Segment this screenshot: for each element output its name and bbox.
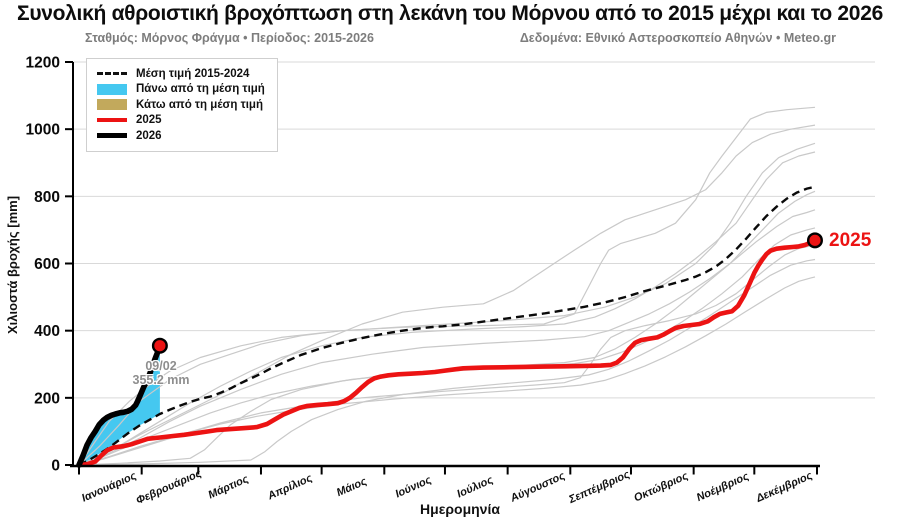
series-2025-end-label: 2025 (829, 230, 872, 251)
legend-item-below-mean: Κάτω από τη μέση τιμή (97, 97, 265, 113)
legend-item-mean: Μέση τιμή 2015-2024 (97, 66, 265, 82)
x-tick-label: Ιούλιος (455, 474, 495, 500)
line-2026 (76, 342, 163, 468)
past-year-line (78, 209, 816, 466)
y-axis-title: Χιλιοστά βροχής [mm] (5, 195, 20, 335)
x-tick-label: Ιούνιος (394, 474, 434, 500)
y-tick-label: 0 (51, 458, 60, 475)
dot-2025-end (806, 232, 823, 249)
latest-value-annotation: 09/02 355.2 mm (116, 359, 206, 387)
station-subtitle: Σταθμός: Μόρνος Φράγμα • Περίοδος: 2015-… (85, 31, 374, 45)
line-2026-swatch (97, 133, 127, 139)
x-tick-label: Μάιος (335, 475, 369, 499)
past-year-line (78, 276, 816, 466)
x-tick-label: Οκτώβριος (632, 470, 690, 505)
x-tick-label: Απρίλιος (265, 472, 314, 503)
annotation-value: 355.2 mm (132, 373, 190, 387)
data-source-subtitle: Δεδομένα: Εθνικό Αστεροσκοπείο Αθηνών • … (519, 31, 836, 45)
mean-dashed-line-swatch (97, 72, 127, 76)
y-tick-label: 1000 (26, 122, 60, 139)
y-tick-label: 200 (34, 390, 60, 407)
x-tick-label: Αύγουστος (508, 470, 567, 505)
mean-line (78, 185, 816, 467)
above-mean-fill-swatch (97, 83, 127, 95)
x-tick-label: Μάρτιος (206, 473, 250, 501)
dot-2026-end (151, 337, 168, 354)
past-year-line (78, 151, 816, 466)
annotation-date: 09/02 (145, 359, 177, 373)
y-tick-label: 600 (34, 256, 60, 273)
legend-item-2025: 2025 (97, 113, 265, 129)
legend-item-2026: 2026 (97, 128, 265, 144)
x-tick-label: Δεκέμβριος (754, 470, 815, 506)
line-2025-swatch (97, 118, 127, 123)
page-title: Συνολική αθροιστική βροχόπτωση στη λεκάν… (17, 2, 883, 25)
past-year-line (78, 142, 816, 466)
y-tick-label: 800 (34, 189, 60, 206)
past-year-line (78, 106, 816, 466)
line-2025 (76, 238, 818, 468)
below-mean-fill-swatch (97, 99, 127, 111)
past-year-line (78, 227, 816, 466)
chart-legend: Μέση τιμή 2015-2024 Πάνω από τη μέση τιμ… (86, 58, 278, 152)
past-year-line (78, 190, 816, 466)
x-tick-label: Ιανουάριος (80, 470, 138, 505)
y-tick-label: 400 (34, 323, 60, 340)
y-tick-label: 1200 (26, 55, 60, 72)
x-axis-title: Ημερομηνία (420, 501, 500, 517)
legend-item-above-mean: Πάνω από τη μέση τιμή (97, 82, 265, 98)
past-year-line (78, 124, 816, 466)
x-tick-label: Νοέμβριος (695, 470, 751, 504)
